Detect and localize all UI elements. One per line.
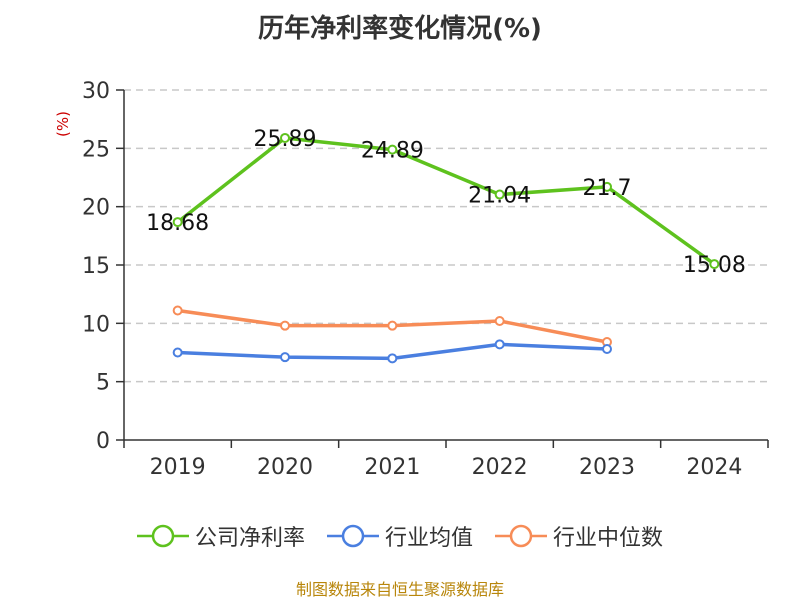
x-tick-label: 2020: [257, 455, 313, 480]
x-tick-label: 2019: [150, 455, 206, 480]
data-point: [494, 339, 505, 350]
chart-title: 历年净利率变化情况(%): [258, 14, 542, 44]
legend-marker-icon: [136, 524, 189, 548]
data-label: 15.08: [683, 253, 746, 278]
series-group: [172, 132, 720, 364]
y-tick-label: 0: [96, 429, 110, 454]
legend: 公司净利率 行业均值 行业中位数: [0, 516, 800, 556]
data-label: 18.68: [146, 211, 209, 236]
data-point: [602, 344, 612, 354]
data-point: [280, 320, 290, 331]
x-tick-label: 2023: [579, 455, 635, 480]
data-point: [172, 305, 183, 316]
data-label: 24.89: [361, 139, 424, 164]
legend-label: 行业均值: [384, 526, 473, 551]
y-tick-label: 15: [82, 254, 110, 279]
legend-item[interactable]: 公司净利率: [136, 520, 305, 552]
x-tick-label: 2021: [364, 455, 420, 480]
y-tick-label: 25: [82, 137, 110, 162]
legend-label: 行业中位数: [553, 526, 664, 551]
legend-circle: [509, 524, 533, 548]
x-tick-label: 2024: [686, 455, 742, 480]
data-point: [280, 352, 290, 363]
data-labels-group: 18.68 25.89 24.89 21.04 21.7 15.08: [146, 127, 746, 278]
legend-marker-icon: [495, 524, 547, 548]
y-tick-label: 30: [82, 79, 110, 104]
data-point: [494, 189, 505, 200]
data-point: [387, 144, 398, 155]
data-point: [172, 217, 183, 228]
data-point: [602, 181, 612, 192]
data-point: [280, 132, 290, 143]
y-tick-label: 5: [96, 371, 110, 396]
data-point: [387, 320, 398, 331]
source-note: 制图数据来自恒生聚源数据库: [295, 580, 504, 599]
data-point: [387, 353, 398, 364]
grid-lines: [124, 89, 768, 383]
series-line: [176, 136, 716, 266]
legend-item[interactable]: 行业均值: [326, 520, 473, 552]
data-label: 21.7: [583, 176, 632, 201]
legend-marker-icon: [326, 524, 379, 548]
data-point: [709, 259, 720, 270]
data-label: 21.04: [468, 184, 531, 209]
legend-circle: [151, 524, 175, 548]
legend-circle: [341, 524, 365, 548]
legend-item[interactable]: 行业中位数: [495, 520, 663, 552]
data-point: [494, 316, 505, 326]
x-tick-label: 2022: [472, 455, 528, 480]
y-tick-label: 20: [82, 196, 110, 221]
legend-label: 公司净利率: [194, 526, 305, 551]
y-tick-label: 10: [82, 312, 110, 337]
data-point: [172, 347, 183, 358]
data-label: 25.89: [254, 127, 317, 152]
axes: 0 5 10 15 20 25 30 2019 2020 2021 2022 2023 2024: [82, 79, 769, 480]
